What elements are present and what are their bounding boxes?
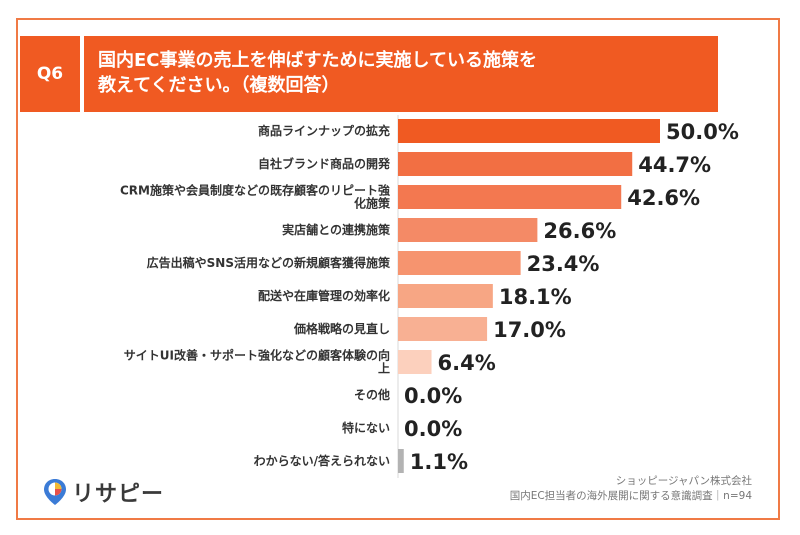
brand-logo-text: リサピー [72, 482, 165, 507]
category-label-10-line-0: わからない/答えられない [254, 453, 390, 468]
category-label-1-line-0: 自社ブランド商品の開発 [258, 156, 391, 171]
bar-value-label-8: 0.0% [404, 384, 462, 408]
category-label-2: CRM施策や会員制度などの既存顧客のリピート強化施策 [120, 183, 391, 211]
category-label-9-line-0: 特にない [342, 420, 390, 435]
bar-value-label-9: 0.0% [404, 417, 462, 441]
bar-value-label-0: 50.0% [666, 120, 739, 144]
bar-1 [398, 152, 633, 176]
category-label-3: 実店舗との連携施策 [282, 222, 391, 237]
source-company: ショッピージャパン株式会社 [615, 475, 752, 487]
category-label-2-line-0: CRM施策や会員制度などの既存顧客のリピート強 [120, 183, 390, 198]
category-label-10: わからない/答えられない [254, 453, 390, 468]
bar-2 [398, 185, 622, 209]
category-label-7: サイトUI改善・サポート強化などの顧客体験の向上 [124, 348, 390, 376]
question-title-line-1: 国内EC事業の売上を伸ばすために実施している施策を [98, 50, 537, 71]
bar-value-label-10: 1.1% [410, 450, 468, 474]
category-label-3-line-0: 実店舗との連携施策 [282, 222, 391, 237]
bar-3 [398, 218, 538, 242]
bar-value-label-5: 18.1% [499, 285, 572, 309]
source-note: ショッピージャパン株式会社 国内EC担当者の海外展開に関する意識調査｜n=94 [510, 474, 752, 504]
question-title-line-2: 教えてください。（複数回答） [98, 75, 340, 96]
bar-10 [398, 449, 404, 473]
category-label-8-line-0: その他 [354, 387, 390, 402]
bar-value-label-3: 26.6% [543, 219, 616, 243]
category-label-4: 広告出稿やSNS活用などの新規顧客獲得施策 [147, 255, 391, 270]
category-label-5-line-0: 配送や在庫管理の効率化 [258, 288, 390, 303]
question-badge: Q6 [20, 36, 80, 112]
bar-value-label-1: 44.7% [638, 153, 711, 177]
category-label-6-line-0: 価格戦略の見直し [293, 321, 390, 336]
pin-logo-icon [44, 479, 66, 505]
category-label-1: 自社ブランド商品の開発 [258, 156, 391, 171]
bar-4 [398, 251, 521, 275]
category-label-7-line-0: サイトUI改善・サポート強化などの顧客体験の向 [124, 348, 390, 363]
bar-6 [398, 317, 488, 341]
bar-value-label-2: 42.6% [627, 186, 700, 210]
category-label-8: その他 [354, 387, 390, 402]
source-survey: 国内EC担当者の海外展開に関する意識調査｜n=94 [509, 490, 752, 502]
bar-value-label-4: 23.4% [527, 252, 600, 276]
bar-value-label-6: 17.0% [493, 318, 566, 342]
category-label-9: 特にない [342, 420, 390, 435]
category-label-5: 配送や在庫管理の効率化 [258, 288, 390, 303]
bar-value-label-7: 6.4% [438, 351, 496, 375]
brand-logo: リサピー [42, 476, 164, 508]
category-label-6: 価格戦略の見直し [293, 321, 390, 336]
bar-0 [398, 119, 660, 143]
category-label-4-line-0: 広告出稿やSNS活用などの新規顧客獲得施策 [147, 255, 391, 270]
category-label-2-line-1: 化施策 [354, 196, 391, 211]
question-title: 国内EC事業の売上を伸ばすために実施している施策を 教えてください。（複数回答） [84, 36, 718, 112]
bar-5 [398, 284, 493, 308]
bar-7 [398, 350, 432, 374]
category-label-7-line-1: 上 [378, 361, 390, 376]
category-label-0-line-0: 商品ラインナップの拡充 [258, 123, 390, 138]
category-label-0: 商品ラインナップの拡充 [258, 123, 390, 138]
